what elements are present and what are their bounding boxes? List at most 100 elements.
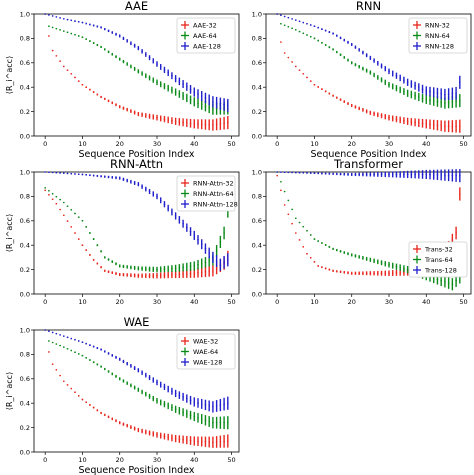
data-point-marker <box>418 173 420 176</box>
data-point-marker <box>85 357 87 359</box>
data-point-marker <box>223 122 225 124</box>
data-point-marker <box>212 421 214 424</box>
data-point-marker <box>358 65 360 68</box>
data-point-marker <box>425 90 428 92</box>
data-point-marker <box>126 424 128 427</box>
data-point-marker <box>55 195 58 198</box>
x-tick-label: 50 <box>459 298 467 306</box>
data-point-marker <box>152 379 155 381</box>
data-point-marker <box>373 112 375 115</box>
data-point-marker <box>365 110 368 113</box>
data-point-marker <box>200 95 203 97</box>
data-point-marker <box>182 411 184 414</box>
data-point-marker <box>447 93 450 95</box>
data-point-marker <box>133 386 136 389</box>
data-point-marker <box>85 86 87 88</box>
series-AAE-32 <box>44 13 229 131</box>
data-point-marker <box>365 69 368 72</box>
data-point-marker <box>193 415 196 418</box>
data-point-marker <box>118 358 121 361</box>
data-point-marker <box>283 171 286 174</box>
legend: WAE-32 WAE-64 WAE-128 <box>176 333 236 370</box>
data-point-marker <box>81 244 84 246</box>
data-point-marker <box>141 267 143 270</box>
y-tick-label: 0.6 <box>252 217 262 225</box>
data-point-marker <box>373 59 375 62</box>
data-point-marker <box>156 268 158 271</box>
data-point-marker <box>133 111 136 114</box>
data-point-marker <box>81 83 84 86</box>
data-point-marker <box>182 273 184 275</box>
data-point-marker <box>77 216 80 218</box>
data-point-marker <box>63 380 65 383</box>
data-point-marker <box>141 113 143 116</box>
data-point-marker <box>96 44 99 46</box>
data-point-marker <box>295 171 297 174</box>
data-point-marker <box>77 353 80 355</box>
data-point-marker <box>373 272 375 275</box>
data-point-marker <box>107 258 110 261</box>
data-point-marker <box>156 434 158 436</box>
x-axis-label: Sequence Position Index <box>78 149 194 160</box>
data-point-marker <box>215 267 218 270</box>
data-point-marker <box>145 53 147 56</box>
data-point-marker <box>321 88 323 90</box>
x-tick-label: 40 <box>422 140 430 148</box>
x-tick-label: 30 <box>385 140 393 148</box>
data-point-marker <box>167 207 169 209</box>
data-point-marker <box>295 29 297 31</box>
data-point-marker <box>406 173 409 176</box>
data-point-marker <box>182 396 184 398</box>
data-point-marker <box>219 241 222 243</box>
data-point-marker <box>321 172 323 175</box>
data-point-marker <box>388 70 390 73</box>
data-point-marker <box>455 125 457 128</box>
data-point-marker <box>444 281 446 283</box>
legend-label: WAE-32 <box>193 337 218 345</box>
data-point-marker <box>178 80 181 83</box>
data-point-marker <box>414 173 416 176</box>
data-point-marker <box>212 270 214 272</box>
data-point-marker <box>302 21 305 24</box>
legend-label: RNN-64 <box>425 32 450 40</box>
data-point-marker <box>212 124 214 126</box>
data-point-marker <box>447 125 450 128</box>
data-point-marker <box>44 329 46 331</box>
data-point-marker <box>362 109 364 111</box>
data-point-marker <box>403 173 405 176</box>
data-point-marker <box>115 356 117 359</box>
data-point-marker <box>174 91 177 93</box>
data-point-marker <box>403 79 405 81</box>
data-point-marker <box>107 370 110 373</box>
data-point-marker <box>204 123 207 126</box>
data-point-marker <box>70 337 73 340</box>
data-point-marker <box>200 440 203 443</box>
data-point-marker <box>133 267 136 269</box>
data-point-marker <box>51 198 54 201</box>
data-point-marker <box>156 399 158 402</box>
y-axis-label: ⟨R_i^acc⟩ <box>5 372 14 410</box>
data-point-marker <box>347 252 349 255</box>
x-axis-label: Sequence Position Index <box>310 149 426 160</box>
data-point-marker <box>444 125 446 128</box>
data-point-marker <box>208 123 210 126</box>
data-point-marker <box>193 272 196 275</box>
data-point-marker <box>362 257 364 259</box>
data-point-marker <box>339 53 342 56</box>
data-point-marker <box>74 351 76 354</box>
data-point-marker <box>59 29 61 31</box>
data-point-marker <box>141 274 143 277</box>
panel-0: AAE 0 10 20 30 40 50 0.0 0.2 0.4 0.6 0.8 1.0 Sequence… <box>5 0 240 160</box>
data-point-marker <box>287 26 290 28</box>
x-tick-label: 40 <box>190 298 198 306</box>
data-point-marker <box>89 23 91 26</box>
data-point-marker <box>384 81 387 84</box>
series-RNN-64 <box>276 13 461 109</box>
data-point-marker <box>137 429 140 431</box>
data-point-marker <box>96 175 99 177</box>
data-point-marker <box>283 15 286 18</box>
x-tick-label: 50 <box>227 298 235 306</box>
data-point-marker <box>85 38 87 40</box>
data-point-marker <box>186 85 188 88</box>
data-point-marker <box>85 401 87 404</box>
